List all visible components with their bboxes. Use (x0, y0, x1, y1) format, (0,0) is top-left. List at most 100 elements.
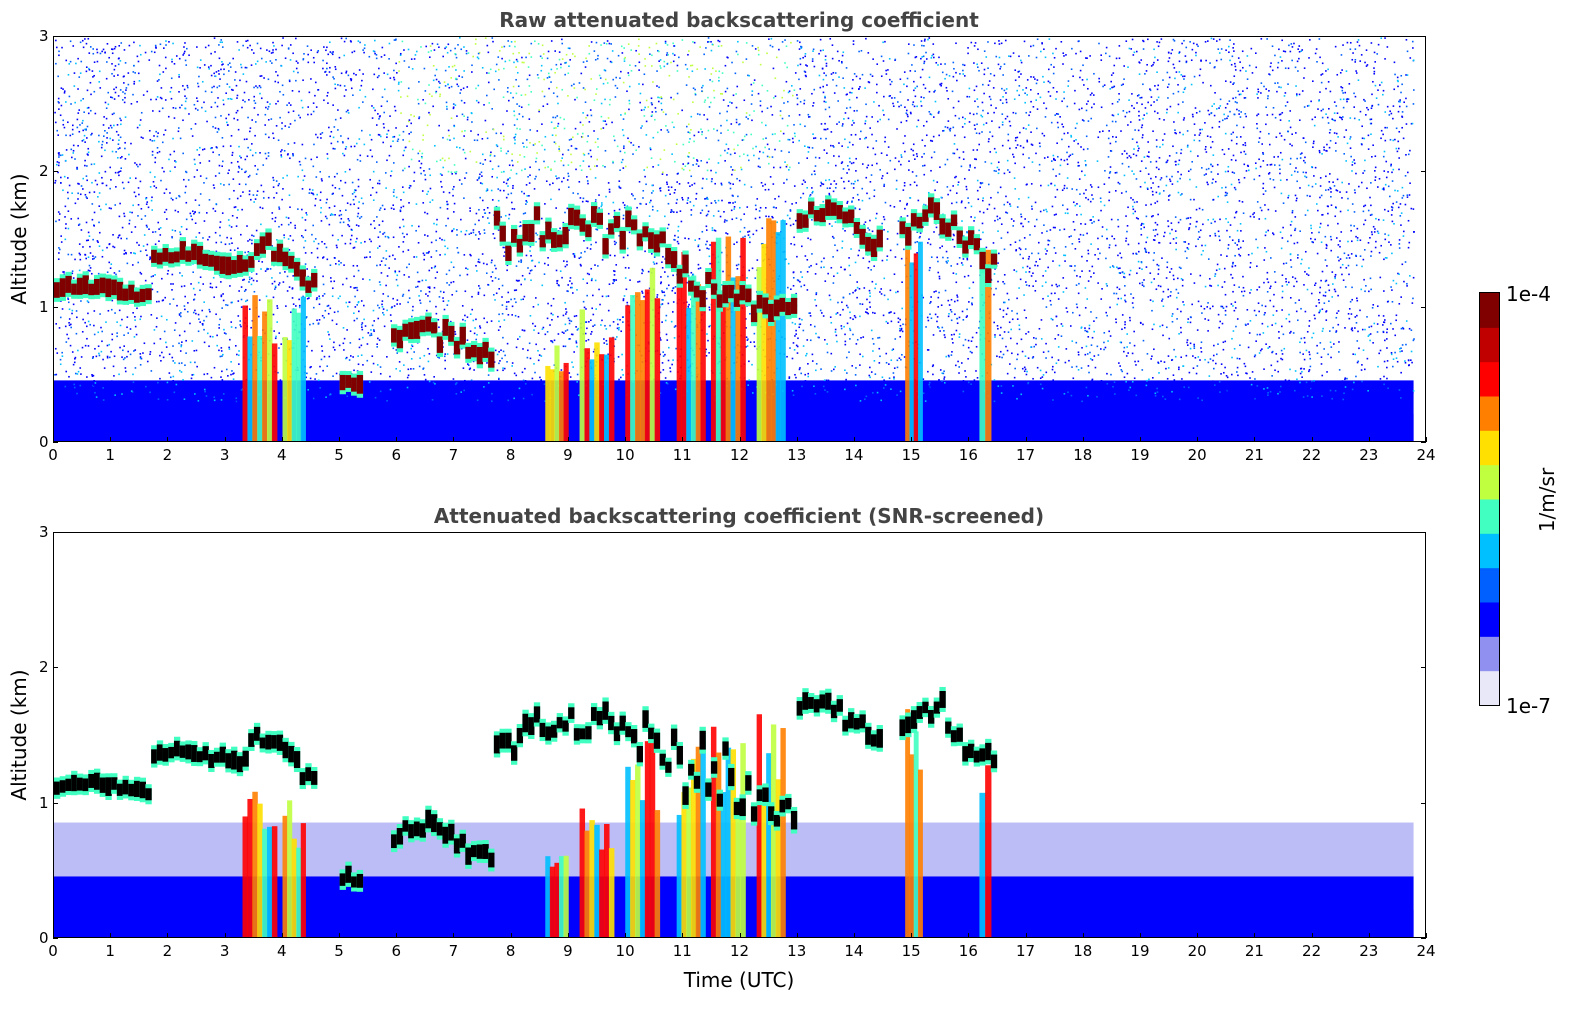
cloud-layer (196, 245, 204, 265)
cloud-layer (99, 277, 107, 294)
x-tick-label: 14 (844, 446, 864, 464)
cloud-layer (545, 726, 552, 741)
x-tick-mark (1426, 437, 1427, 442)
cloud-layer (933, 202, 941, 220)
cloud-layer (105, 777, 112, 796)
cloud-layer (242, 750, 249, 767)
cloud-layer (442, 826, 449, 844)
bottom-chart-title: Attenuated backscattering coefficient (S… (433, 504, 1045, 528)
x-tick-mark (281, 437, 283, 442)
colorbar-title: 1/m/sr (1535, 467, 1559, 533)
precip-shaft (639, 300, 646, 441)
cloud-layer (99, 777, 107, 793)
precip-shaft (715, 752, 722, 937)
precip-shaft (649, 737, 656, 937)
x-tick-mark (53, 437, 54, 442)
cloud-layer (802, 214, 809, 228)
x-tick-label: 13 (787, 942, 807, 960)
colorbar-segment (1480, 533, 1499, 569)
cloud-layer (985, 268, 992, 284)
cloud-layer (276, 734, 284, 751)
cloud-layer (145, 288, 152, 301)
x-tick-mark (1197, 933, 1199, 938)
precip-shaft (563, 362, 569, 441)
cloud-layer (636, 233, 643, 247)
precip-shaft (686, 787, 692, 937)
cloud-layer (425, 316, 432, 332)
x-tick-label: 22 (1302, 446, 1322, 464)
precip-shaft (695, 746, 702, 937)
cloud-layer (259, 236, 266, 254)
y-tick-mark (53, 171, 58, 173)
cloud-layer (402, 323, 409, 337)
x-tick-label: 5 (334, 942, 344, 960)
cloud-layer (156, 744, 164, 761)
cloud-layer (808, 697, 815, 709)
cloud-layer (945, 721, 952, 734)
cloud-layer (173, 251, 181, 263)
cloud-layer (870, 734, 878, 747)
precip-shaft (644, 289, 651, 441)
precip-shaft (558, 856, 565, 937)
precip-shaft (635, 292, 641, 441)
precip-shaft (608, 848, 615, 937)
cloud-layer (482, 341, 489, 358)
x-tick-mark (1368, 933, 1370, 938)
cloud-layer (962, 746, 969, 762)
cloud-layer (482, 844, 489, 859)
cloud-layer (630, 219, 638, 231)
cloud-layer (476, 844, 484, 859)
cloud-layer (773, 299, 781, 317)
precip-shaft (291, 838, 297, 937)
cloud-layer (705, 782, 712, 797)
cloud-layer (733, 801, 741, 816)
cloud-layer (910, 710, 918, 729)
cloud-layer (590, 206, 598, 223)
cloud-layer (665, 761, 672, 773)
cloud-layer (659, 753, 666, 766)
precip-shaft (584, 348, 590, 441)
cloud-layer (985, 742, 992, 761)
cloud-layer (859, 228, 866, 245)
cloud-layer (219, 746, 226, 763)
cloud-layer (779, 297, 786, 312)
cloud-layer (493, 210, 501, 226)
precip-shaft (247, 336, 253, 441)
cloud-layer (825, 199, 832, 216)
cloud-layer (265, 232, 272, 246)
x-tick-mark (339, 437, 341, 442)
y-tick-mark (53, 306, 58, 308)
cloud-layer (168, 252, 175, 264)
cloud-layer (968, 230, 975, 246)
cloud-layer (116, 783, 124, 796)
cloud-layer (848, 712, 855, 729)
y-tick-label: 2 (39, 162, 49, 181)
colorbar-segment (1480, 361, 1499, 397)
x-tick-label: 10 (615, 446, 635, 464)
cloud-layer (345, 375, 352, 388)
cloud-layer (419, 823, 426, 838)
colorbar-segment (1480, 327, 1499, 363)
cloud-layer (299, 269, 306, 287)
cloud-layer (842, 719, 849, 732)
cloud-layer (139, 781, 146, 799)
precip-shaft (604, 823, 610, 937)
cloud-layer (596, 710, 603, 726)
precip-shaft (681, 792, 687, 937)
precip-shaft (291, 308, 297, 441)
precip-shaft (563, 855, 569, 937)
top-chart-title: Raw attenuated backscattering coefficien… (499, 8, 979, 32)
cloud-layer (768, 806, 775, 822)
cloud-layer (128, 783, 135, 797)
cloud-layer (465, 847, 472, 865)
cloud-layer (431, 322, 438, 334)
x-tick-mark (1025, 437, 1027, 442)
cloud-layer (311, 771, 318, 785)
x-tick-mark (796, 437, 798, 442)
precip-shaft (594, 824, 600, 937)
cloud-layer (156, 252, 164, 265)
x-tick-label: 7 (448, 446, 459, 464)
x-tick-label: 8 (505, 446, 516, 464)
x-tick-label: 9 (563, 446, 573, 464)
x-tick-label: 11 (672, 942, 692, 960)
